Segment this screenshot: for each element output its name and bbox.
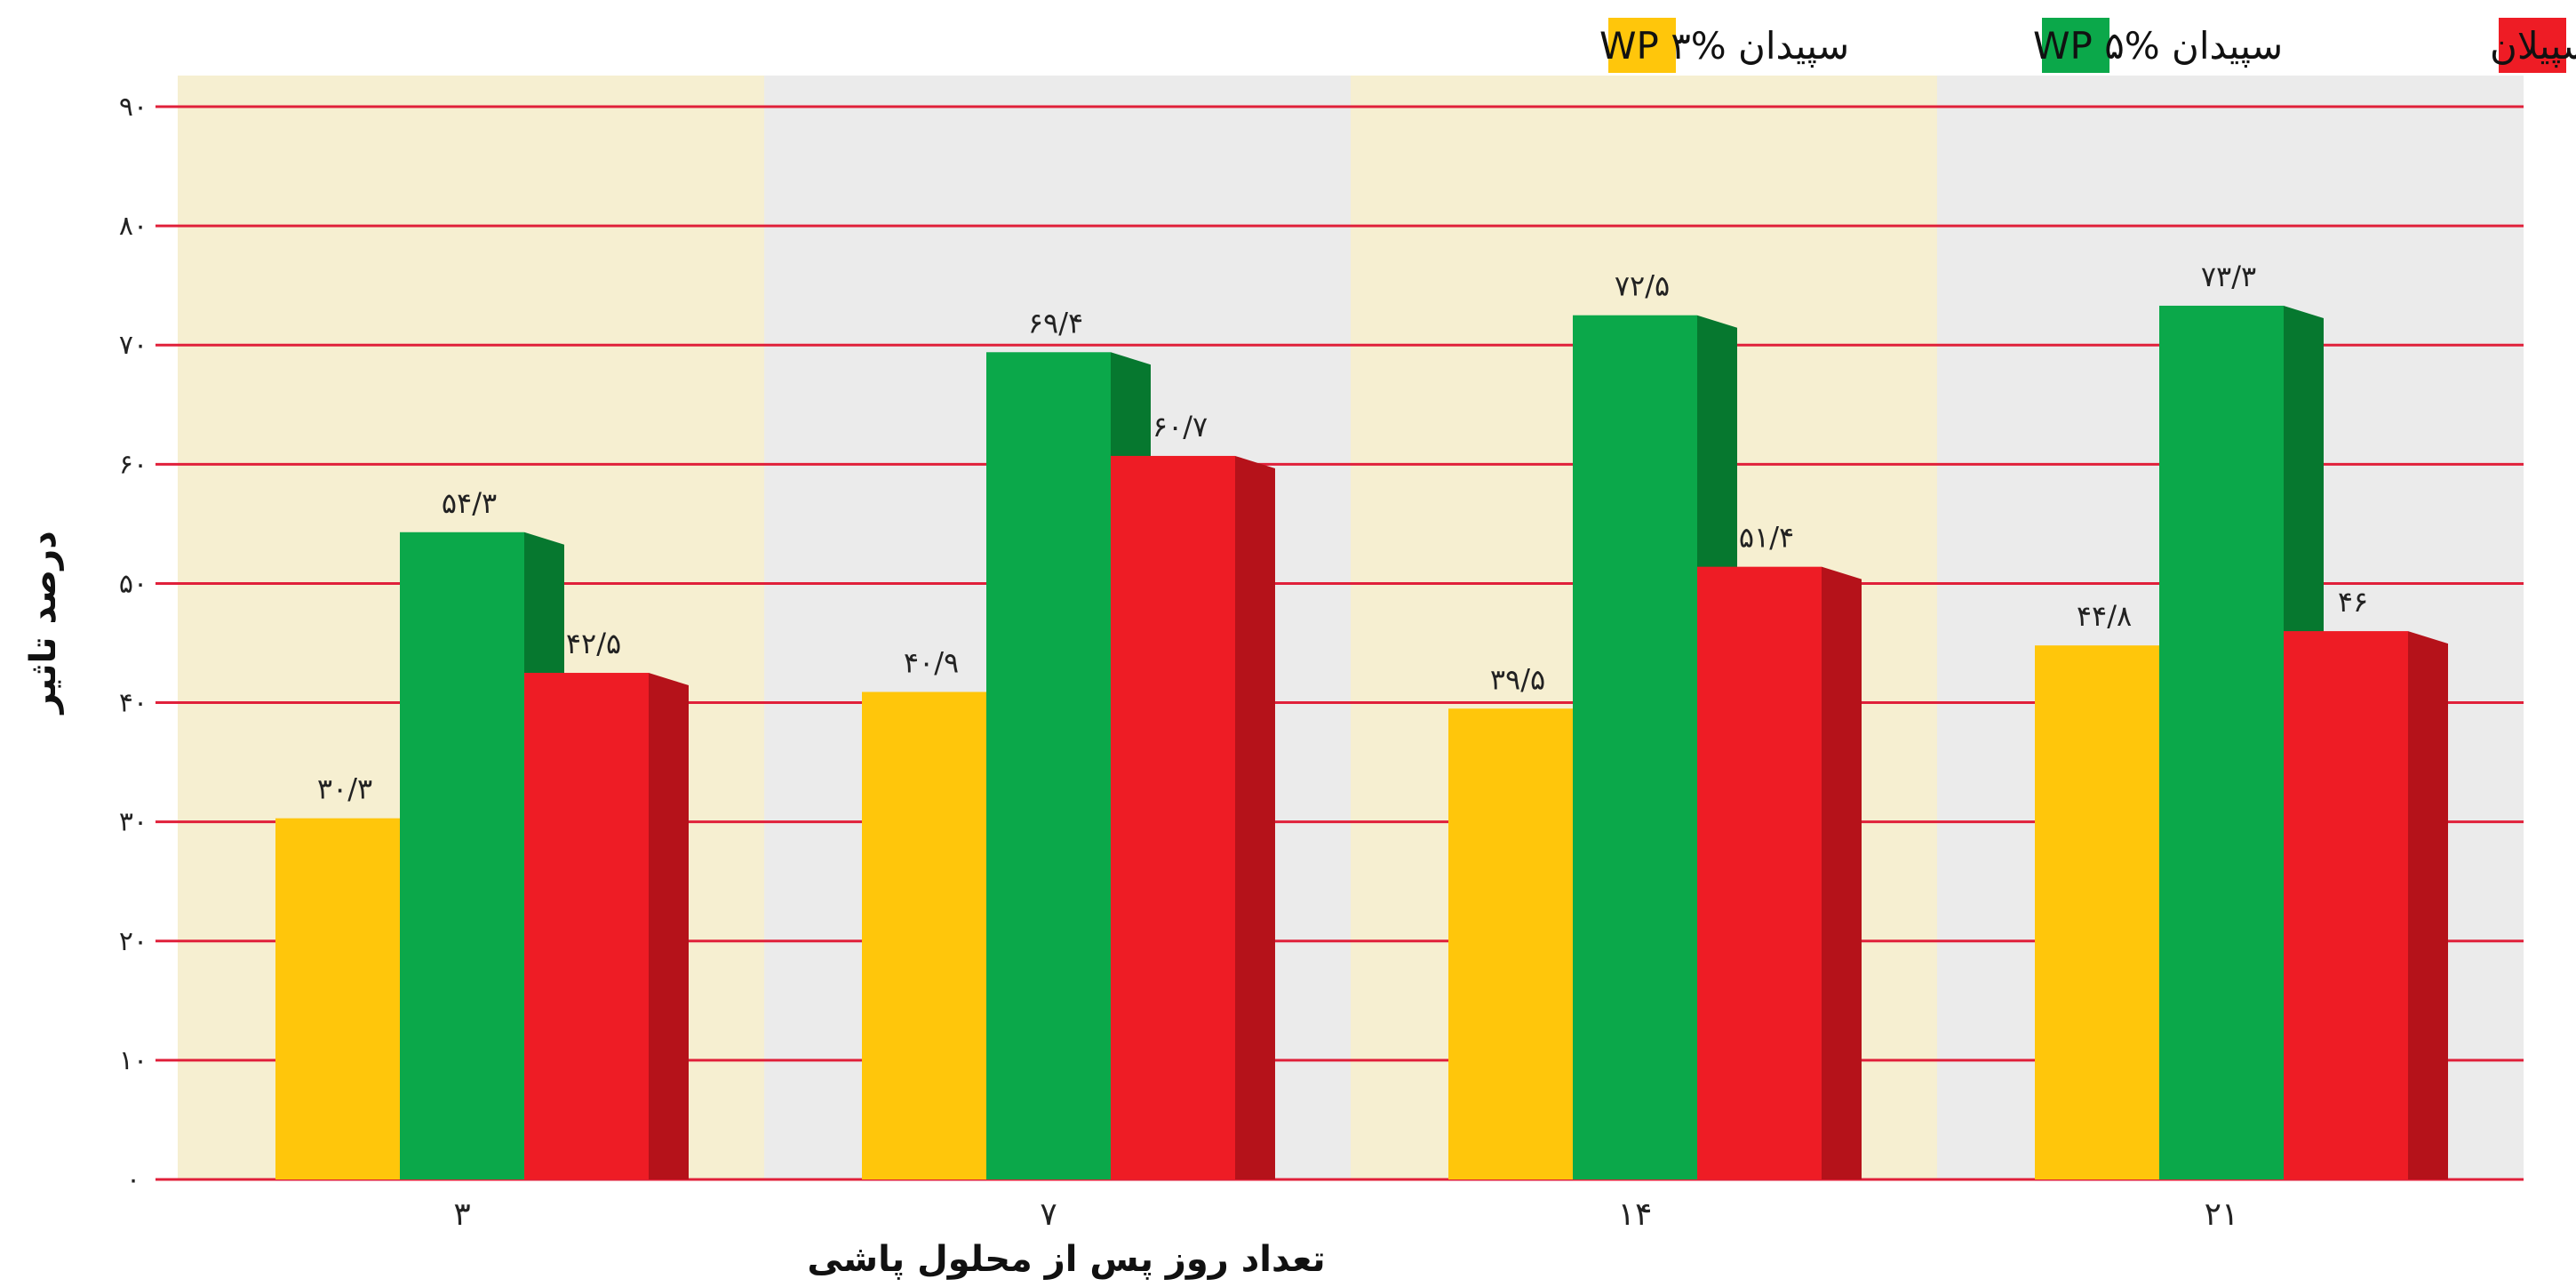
bar (862, 691, 986, 1179)
bar (400, 532, 524, 1179)
y-tick-label: ۹۰ (119, 92, 148, 123)
data-label: ۴۶ (2338, 585, 2368, 619)
legend-swatch (2042, 18, 2109, 73)
y-tick-label: ۴۰ (119, 688, 148, 719)
data-label: ۷۲/۵ (1615, 269, 1670, 303)
y-tick-label: ۶۰ (119, 449, 148, 480)
data-label: ۵۱/۴ (1739, 521, 1794, 555)
bar (986, 352, 1111, 1179)
legend-swatch (1608, 18, 1676, 73)
x-tick-label: ۲۱ (2205, 1196, 2239, 1233)
bar (2284, 631, 2408, 1179)
x-tick-label: ۳ (453, 1196, 470, 1233)
y-tick-label: ۷۰ (119, 330, 148, 361)
y-tick-label: ۲۰ (119, 926, 148, 957)
bar-side (2408, 631, 2448, 1179)
bar-side (1822, 566, 1862, 1179)
x-tick-label: ۷ (1040, 1196, 1057, 1233)
x-tick-label: ۱۴ (1618, 1196, 1653, 1233)
bar (2035, 645, 2159, 1179)
data-label: ۳۹/۵ (1490, 662, 1545, 696)
bar (275, 818, 400, 1179)
y-tick-label: ۸۰ (119, 211, 148, 242)
data-label: ۴۲/۵ (566, 627, 621, 660)
data-label: ۶۹/۴ (1028, 306, 1083, 340)
bar (1697, 566, 1822, 1179)
bar (1448, 708, 1573, 1179)
legend-label: موسپیلان (2490, 24, 2576, 68)
data-label: ۴۴/۸ (2077, 599, 2132, 633)
bar-side (649, 673, 689, 1179)
bar (2159, 305, 2284, 1179)
bar (524, 673, 649, 1179)
y-tick-label: ۰ (126, 1164, 140, 1195)
data-label: ۳۰/۳ (317, 772, 372, 806)
bar (1573, 315, 1697, 1179)
x-axis-title: تعداد روز پس از محلول پاشی (807, 1239, 1325, 1280)
y-axis-title: درصد تاثیر (23, 531, 64, 715)
data-label: ۴۰/۹ (904, 645, 959, 679)
data-label: ۵۴/۳ (442, 486, 497, 520)
data-label: ۷۳/۳ (2201, 260, 2256, 293)
bar (1111, 455, 1235, 1179)
y-tick-label: ۵۰ (119, 568, 148, 599)
y-tick-label: ۱۰ (119, 1045, 148, 1076)
legend-label: سپیدان WP ۳% (1599, 24, 1849, 68)
legend-label: سپیدان WP ۵% (2033, 24, 2283, 68)
data-label: ۶۰/۷ (1152, 410, 1208, 444)
y-tick-label: ۳۰ (119, 807, 148, 838)
bar-side (1235, 455, 1275, 1179)
legend-swatch (2499, 18, 2566, 73)
